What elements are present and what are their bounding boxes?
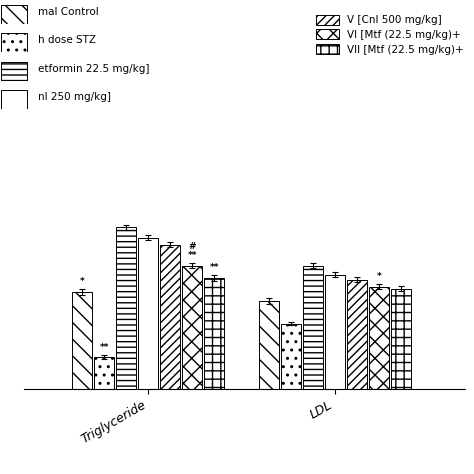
Bar (1, 90, 27, 109)
Bar (182, 266, 202, 389)
Bar (259, 301, 279, 389)
Text: mal Control: mal Control (38, 7, 99, 17)
Bar (369, 287, 389, 389)
Text: *: * (376, 272, 381, 281)
Bar (160, 245, 180, 389)
Text: #: # (189, 242, 196, 251)
Bar (281, 324, 301, 389)
Bar (325, 274, 345, 389)
Bar (72, 292, 92, 389)
Bar (1, 33, 27, 52)
Bar (204, 278, 224, 389)
Bar (1, 62, 27, 81)
Text: etformin 22.5 mg/kg]: etformin 22.5 mg/kg] (38, 64, 149, 74)
Bar (303, 266, 323, 389)
Text: h dose STZ: h dose STZ (38, 35, 96, 46)
Legend: V [Cnl 500 mg/kg], VI [Mtf (22.5 mg/kg)+, VII [Mtf (22.5 mg/kg)+: V [Cnl 500 mg/kg], VI [Mtf (22.5 mg/kg)+… (316, 15, 464, 55)
Text: nl 250 mg/kg]: nl 250 mg/kg] (38, 92, 111, 102)
Text: **: ** (210, 263, 219, 272)
Bar (391, 289, 411, 389)
Bar (116, 227, 136, 389)
Text: **: ** (188, 251, 197, 260)
Text: *: * (80, 277, 84, 286)
Bar (94, 357, 114, 389)
Bar (347, 280, 367, 389)
Text: **: ** (100, 343, 109, 352)
Bar (1, 5, 27, 24)
Bar (138, 237, 158, 389)
